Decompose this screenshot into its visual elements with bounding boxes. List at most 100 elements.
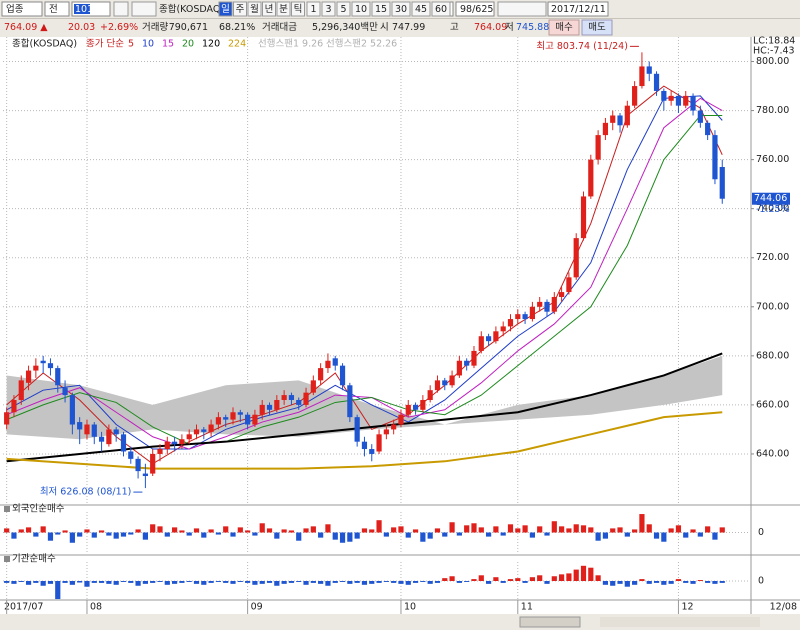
bar	[40, 526, 46, 533]
price-tag-label: 744.06	[754, 193, 787, 204]
chart-title: 종합(KOSDAQ)	[12, 39, 77, 50]
bar	[237, 527, 243, 533]
bar	[55, 581, 61, 600]
candle-body	[719, 166, 725, 199]
bar	[77, 532, 83, 537]
interval-button[interactable]	[321, 1, 336, 17]
bar	[259, 581, 265, 584]
bar	[580, 525, 587, 533]
bar	[405, 581, 411, 585]
interval-button[interactable]	[391, 1, 411, 17]
tool-buttons[interactable]	[497, 1, 547, 17]
period-button[interactable]	[262, 1, 276, 17]
bar	[164, 532, 170, 537]
market-select[interactable]	[1, 1, 43, 17]
sound-button[interactable]	[131, 1, 157, 17]
bar	[639, 579, 645, 581]
bar	[135, 529, 141, 533]
candle-body	[369, 449, 375, 454]
bar	[77, 581, 83, 583]
bar	[347, 532, 353, 542]
candle-body	[478, 336, 484, 351]
search-button[interactable]	[113, 1, 129, 17]
candle-body	[113, 429, 119, 435]
bar	[559, 526, 565, 533]
bar	[588, 527, 594, 533]
bar	[332, 581, 338, 583]
bar	[705, 581, 711, 583]
candle-body	[296, 399, 302, 405]
bar	[179, 581, 185, 583]
bar	[4, 528, 10, 533]
bar	[142, 532, 148, 540]
bar	[274, 581, 280, 586]
bar	[522, 581, 528, 583]
candle-body	[690, 95, 696, 111]
bar	[500, 581, 506, 583]
bar	[84, 581, 90, 587]
legend-entry: 20	[182, 39, 194, 50]
candle-body	[332, 358, 338, 366]
interval-label: 60	[435, 4, 447, 15]
bar	[522, 525, 528, 533]
interval-label: 3	[325, 4, 331, 15]
bar	[69, 581, 75, 585]
bar	[150, 524, 156, 533]
candle-body	[434, 380, 441, 391]
candle-body	[347, 385, 353, 418]
bar	[588, 567, 594, 581]
scroll-controls[interactable]	[519, 616, 581, 628]
interval-button[interactable]	[336, 1, 351, 17]
candle-body	[442, 380, 448, 386]
bar	[11, 581, 17, 584]
bar	[529, 577, 535, 581]
bar	[683, 532, 689, 538]
sell-button[interactable]	[581, 19, 613, 36]
bar	[595, 575, 601, 581]
bar	[4, 581, 10, 583]
range-select[interactable]	[44, 1, 70, 17]
bar	[412, 581, 419, 583]
range: 전	[49, 4, 58, 15]
bar	[573, 524, 579, 533]
y-tick-label: 800.00	[756, 56, 789, 67]
bar	[325, 581, 331, 586]
date-box[interactable]	[547, 1, 609, 17]
candle-body	[354, 417, 360, 442]
interval-button[interactable]	[306, 1, 321, 17]
candle-body	[493, 331, 499, 342]
candle-body	[266, 404, 273, 410]
candle-body	[69, 395, 75, 425]
footer-tools[interactable]	[600, 617, 760, 627]
date: 2017/12/11	[551, 4, 606, 15]
period-button[interactable]	[276, 1, 291, 17]
bar	[223, 581, 229, 583]
period-label: 일	[221, 4, 230, 15]
period-button[interactable]	[218, 1, 233, 17]
period-button[interactable]	[233, 1, 247, 17]
bar	[485, 581, 492, 584]
buy-button[interactable]	[548, 19, 580, 36]
interval-button[interactable]	[411, 1, 431, 17]
candle-body	[77, 422, 83, 430]
period-button[interactable]	[247, 1, 262, 17]
ma-line	[6, 352, 723, 463]
bar	[566, 528, 572, 533]
interval-button[interactable]	[371, 1, 391, 17]
bar	[675, 579, 682, 581]
bar	[705, 526, 711, 533]
period-button[interactable]	[291, 1, 305, 17]
bar	[120, 581, 127, 582]
interval-button[interactable]	[351, 1, 371, 17]
interval-button[interactable]	[431, 1, 451, 17]
candle-body	[398, 414, 404, 425]
legend-entry: 선행스팬2 52.26	[326, 38, 397, 50]
candle-body	[310, 380, 316, 393]
bar	[624, 581, 630, 587]
bar	[62, 530, 68, 533]
bar	[697, 532, 703, 537]
bar	[427, 532, 433, 539]
candle-body	[610, 115, 616, 123]
bar	[573, 569, 579, 581]
candle-body	[150, 453, 156, 474]
